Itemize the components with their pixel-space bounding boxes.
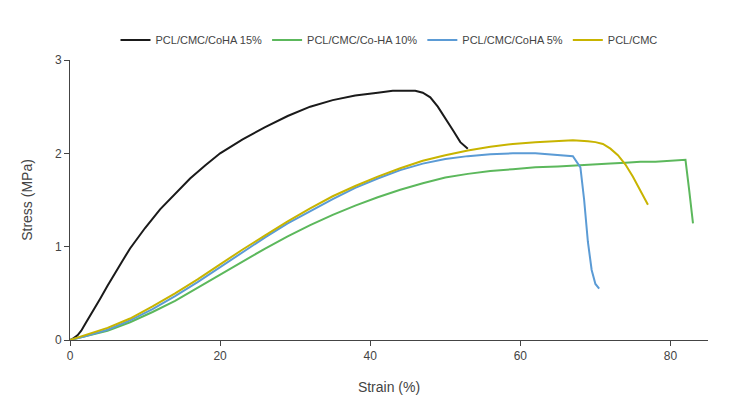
svg-text:PCL/CMC: PCL/CMC	[608, 34, 658, 46]
svg-text:40: 40	[364, 349, 378, 363]
svg-text:0: 0	[67, 349, 74, 363]
svg-text:60: 60	[514, 349, 528, 363]
svg-text:0: 0	[55, 333, 62, 347]
svg-text:Strain (%): Strain (%)	[358, 379, 420, 395]
svg-text:2: 2	[55, 147, 62, 161]
svg-text:3: 3	[55, 53, 62, 67]
svg-text:80: 80	[664, 349, 678, 363]
svg-text:20: 20	[213, 349, 227, 363]
svg-text:Stress (MPa): Stress (MPa)	[19, 159, 35, 241]
svg-text:PCL/CMC/CoHA 15%: PCL/CMC/CoHA 15%	[156, 34, 263, 46]
svg-text:PCL/CMC/CoHA 5%: PCL/CMC/CoHA 5%	[462, 34, 562, 46]
svg-text:1: 1	[55, 240, 62, 254]
svg-text:PCL/CMC/Co-HA 10%: PCL/CMC/Co-HA 10%	[307, 34, 417, 46]
